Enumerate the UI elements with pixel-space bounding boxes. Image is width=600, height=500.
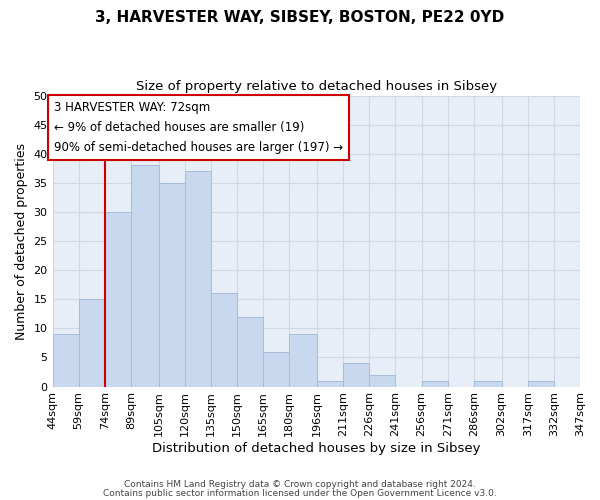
Bar <box>370 375 395 386</box>
Bar <box>105 212 131 386</box>
X-axis label: Distribution of detached houses by size in Sibsey: Distribution of detached houses by size … <box>152 442 481 455</box>
Bar <box>185 171 211 386</box>
Bar <box>474 381 502 386</box>
Y-axis label: Number of detached properties: Number of detached properties <box>15 142 28 340</box>
Bar <box>343 364 370 386</box>
Bar <box>159 183 185 386</box>
Bar <box>580 381 600 386</box>
Bar <box>317 381 343 386</box>
Bar <box>53 334 79 386</box>
Bar <box>211 294 237 386</box>
Bar <box>263 352 289 386</box>
Bar <box>422 381 448 386</box>
Bar <box>237 316 263 386</box>
Bar <box>289 334 317 386</box>
Text: Contains HM Land Registry data © Crown copyright and database right 2024.: Contains HM Land Registry data © Crown c… <box>124 480 476 489</box>
Text: 3 HARVESTER WAY: 72sqm
← 9% of detached houses are smaller (19)
90% of semi-deta: 3 HARVESTER WAY: 72sqm ← 9% of detached … <box>54 102 343 154</box>
Text: 3, HARVESTER WAY, SIBSEY, BOSTON, PE22 0YD: 3, HARVESTER WAY, SIBSEY, BOSTON, PE22 0… <box>95 10 505 25</box>
Text: Contains public sector information licensed under the Open Government Licence v3: Contains public sector information licen… <box>103 489 497 498</box>
Bar <box>528 381 554 386</box>
Title: Size of property relative to detached houses in Sibsey: Size of property relative to detached ho… <box>136 80 497 93</box>
Bar <box>79 300 105 386</box>
Bar <box>131 166 159 386</box>
